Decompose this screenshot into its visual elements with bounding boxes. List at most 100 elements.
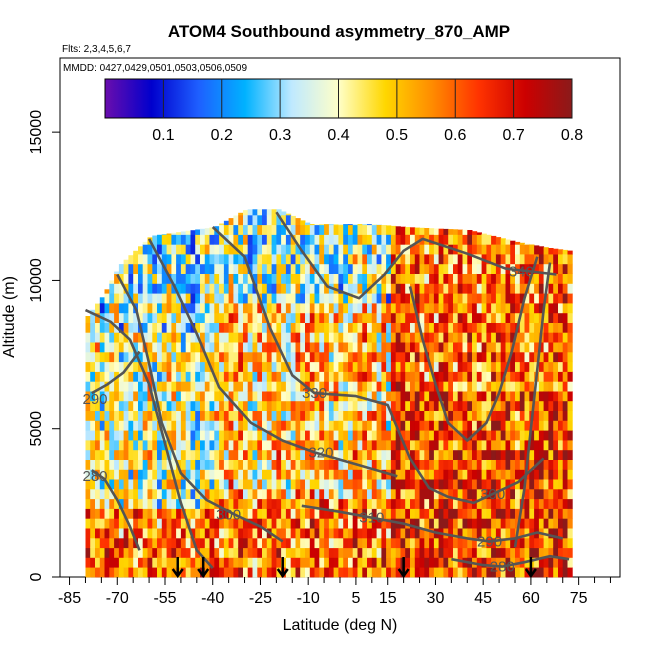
heatmap-cell	[171, 234, 177, 245]
heatmap-cell	[276, 537, 282, 549]
heatmap-cell	[414, 254, 420, 265]
heatmap-cell	[305, 283, 311, 294]
heatmap-cell	[500, 547, 506, 558]
heatmap-cell	[500, 557, 506, 568]
heatmap-cell	[400, 508, 406, 519]
heatmap-cell	[166, 342, 172, 353]
heatmap-cell	[381, 244, 387, 255]
heatmap-cell	[367, 351, 373, 363]
heatmap-cell	[195, 342, 201, 353]
heatmap-cell	[395, 263, 401, 274]
heatmap-cell	[238, 459, 244, 470]
heatmap-cell	[161, 528, 167, 539]
heatmap-cell	[486, 342, 492, 353]
heatmap-cell	[548, 518, 554, 529]
heatmap-cell	[200, 293, 206, 304]
heatmap-cell	[166, 322, 172, 333]
heatmap-cell	[190, 528, 196, 539]
heatmap-cell	[233, 430, 239, 441]
heatmap-cell	[114, 449, 120, 460]
heatmap-cell	[538, 567, 545, 578]
heatmap-cell	[429, 528, 435, 539]
heatmap-cell	[333, 547, 339, 558]
heatmap-cell	[476, 371, 482, 382]
heatmap-cell	[138, 459, 144, 470]
heatmap-cell	[228, 244, 234, 255]
heatmap-cell	[381, 303, 387, 314]
heatmap-cell	[338, 420, 344, 431]
heatmap-cell	[214, 459, 220, 470]
heatmap-cell	[85, 420, 91, 431]
heatmap-cell	[381, 567, 387, 578]
heatmap-cell	[290, 430, 296, 441]
heatmap-cell	[543, 430, 549, 441]
heatmap-cell	[371, 381, 377, 392]
heatmap-cell	[352, 283, 358, 294]
heatmap-cell	[114, 488, 120, 500]
heatmap-cell	[176, 528, 182, 539]
heatmap-cell	[180, 254, 187, 265]
heatmap-cell	[405, 263, 411, 274]
heatmap-cell	[515, 488, 521, 500]
heatmap-cell	[400, 283, 406, 294]
heatmap-cell	[247, 254, 253, 265]
heatmap-cell	[200, 479, 206, 490]
heatmap-cell	[472, 234, 478, 245]
heatmap-cell	[371, 322, 377, 333]
heatmap-cell	[114, 547, 120, 558]
heatmap-cell	[190, 430, 196, 441]
heatmap-cell	[548, 303, 554, 314]
heatmap-cell	[281, 371, 287, 382]
heatmap-cell	[123, 400, 129, 411]
heatmap-cell	[223, 400, 230, 411]
heatmap-cell	[386, 430, 392, 441]
heatmap-cell	[180, 547, 187, 558]
heatmap-cell	[285, 528, 292, 539]
heatmap-cell	[128, 557, 134, 568]
heatmap-cell	[238, 351, 244, 363]
heatmap-cell	[386, 440, 392, 451]
heatmap-cell	[562, 420, 568, 431]
heatmap-cell	[314, 342, 320, 353]
heatmap-cell	[166, 547, 172, 558]
heatmap-cell	[228, 303, 234, 314]
heatmap-cell	[109, 498, 115, 509]
heatmap-cell	[553, 248, 559, 255]
heatmap-cell	[495, 449, 502, 460]
heatmap-cell	[166, 557, 172, 568]
heatmap-cell	[123, 528, 129, 539]
heatmap-cell	[238, 273, 244, 284]
heatmap-cell	[266, 351, 272, 363]
heatmap-cell	[309, 479, 315, 490]
heatmap-cell	[400, 332, 406, 343]
heatmap-cell	[185, 469, 191, 480]
heatmap-cell	[357, 361, 363, 372]
heatmap-cell	[476, 351, 482, 363]
heatmap-cell	[376, 567, 382, 578]
heatmap-cell	[481, 283, 487, 294]
heatmap-cell	[123, 371, 129, 382]
heatmap-cell	[171, 410, 177, 421]
heatmap-cell	[161, 351, 167, 363]
heatmap-cell	[328, 244, 335, 255]
heatmap-cell	[519, 351, 525, 363]
heatmap-cell	[419, 508, 425, 519]
heatmap-cell	[247, 537, 253, 549]
profile-marker-arrowhead	[524, 568, 537, 579]
heatmap-cell	[276, 440, 282, 451]
heatmap-cell	[171, 293, 177, 304]
heatmap-cell	[185, 254, 191, 265]
heatmap-cell	[348, 254, 354, 265]
heatmap-cell	[424, 410, 430, 421]
heatmap-cell	[443, 312, 449, 323]
heatmap-cell	[147, 518, 153, 529]
heatmap-cell	[481, 547, 487, 558]
heatmap-cell	[443, 254, 449, 265]
heatmap-cell	[166, 293, 172, 304]
heatmap-cell	[381, 469, 387, 480]
heatmap-cell	[133, 322, 139, 333]
heatmap-cell	[228, 488, 234, 500]
heatmap-cell	[328, 391, 335, 402]
heatmap-cell	[133, 557, 139, 568]
heatmap-cell	[515, 430, 521, 441]
